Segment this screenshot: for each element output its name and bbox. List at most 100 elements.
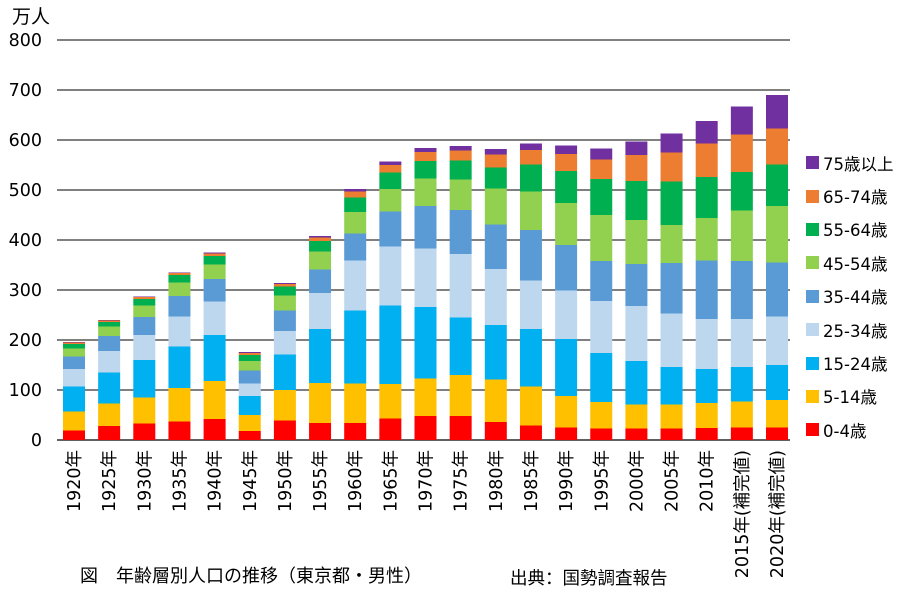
bar-segment bbox=[625, 306, 648, 361]
bar-segment bbox=[414, 161, 437, 179]
y-tick-label: 700 bbox=[9, 81, 42, 101]
bar-segment bbox=[625, 361, 648, 405]
bar-segment bbox=[168, 272, 191, 273]
bar-segment bbox=[449, 160, 472, 180]
bar-segment bbox=[695, 428, 718, 440]
legend-label: 35-44歳 bbox=[823, 288, 888, 308]
bar-segment bbox=[344, 383, 367, 423]
bar-segment bbox=[133, 423, 156, 440]
bar-segment bbox=[203, 256, 226, 265]
bar-segment bbox=[238, 415, 261, 431]
bar-segment bbox=[766, 400, 788, 428]
bar-segment bbox=[730, 319, 753, 367]
bar-segment bbox=[98, 320, 121, 321]
bar-segment bbox=[309, 237, 332, 241]
bar-segment bbox=[168, 282, 191, 296]
bar-segment bbox=[590, 402, 613, 429]
bar-segment bbox=[414, 416, 437, 440]
source-note: 出典：国勢調査報告 bbox=[510, 569, 668, 589]
bar-segment bbox=[730, 427, 753, 440]
bar-segment bbox=[344, 191, 367, 198]
bar-segment bbox=[414, 206, 437, 249]
bar-segment bbox=[730, 401, 753, 428]
bar-segment bbox=[63, 342, 85, 344]
bar-segment bbox=[344, 197, 367, 212]
bar-segment bbox=[273, 284, 296, 287]
legend-label: 65-74歳 bbox=[823, 188, 888, 208]
bar-segment bbox=[555, 290, 578, 339]
y-tick-label: 800 bbox=[9, 31, 42, 51]
bar-segment bbox=[273, 283, 296, 284]
bar-segment bbox=[344, 212, 367, 234]
bar-segment bbox=[414, 378, 437, 416]
bar-segment bbox=[660, 404, 683, 429]
x-tick-label: 1965年 bbox=[381, 450, 401, 512]
bar-segment bbox=[379, 165, 402, 173]
x-tick-label: 2005年 bbox=[663, 450, 683, 512]
legend-item: 5-14歳 bbox=[806, 380, 906, 413]
bar-segment bbox=[414, 178, 437, 206]
bar-segment bbox=[98, 403, 121, 426]
y-tick-label: 300 bbox=[9, 281, 42, 301]
bar-segment bbox=[660, 313, 683, 367]
bar-segment bbox=[133, 397, 156, 424]
bar-segment bbox=[379, 384, 402, 419]
bar-segment bbox=[730, 210, 753, 261]
bar-segment bbox=[168, 273, 191, 275]
bar-segment bbox=[379, 246, 402, 306]
legend-item: 35-44歳 bbox=[806, 280, 906, 313]
bar-segment bbox=[203, 381, 226, 419]
bar-segment bbox=[730, 367, 753, 402]
bar-segment bbox=[519, 143, 542, 150]
bar-segment bbox=[344, 189, 367, 192]
y-tick-label: 600 bbox=[9, 131, 42, 151]
y-tick-label: 500 bbox=[9, 181, 42, 201]
bar-segment bbox=[309, 383, 332, 423]
bar-segment bbox=[730, 134, 753, 172]
legend-item: 45-54歳 bbox=[806, 246, 906, 279]
bar-segment bbox=[63, 369, 85, 387]
bar-segment bbox=[203, 419, 226, 440]
bar-segment bbox=[379, 172, 402, 189]
legend-swatch bbox=[806, 289, 819, 303]
legend-label: 25-34歳 bbox=[823, 321, 888, 341]
bar-segment bbox=[238, 370, 261, 384]
bar-segment bbox=[590, 353, 613, 402]
bar-segment bbox=[168, 421, 191, 440]
bar-segment bbox=[273, 354, 296, 390]
bar-segment bbox=[309, 423, 332, 440]
bar-segment bbox=[519, 425, 542, 440]
bar-segment bbox=[273, 286, 296, 296]
bar-segment bbox=[449, 254, 472, 318]
bar-segment bbox=[133, 317, 156, 335]
bar-segment bbox=[695, 143, 718, 177]
bar-segment bbox=[555, 427, 578, 440]
legend-item: 65-74歳 bbox=[806, 179, 906, 212]
x-tick-label: 2020年(補完値) bbox=[768, 450, 788, 578]
x-tick-label: 1950年 bbox=[276, 450, 296, 512]
y-tick-label: 200 bbox=[9, 331, 42, 351]
bar-segment bbox=[379, 418, 402, 440]
bar-segment bbox=[273, 390, 296, 421]
bar-segment bbox=[625, 155, 648, 181]
bar-segment bbox=[660, 133, 683, 153]
bar-segment bbox=[766, 95, 788, 129]
y-tick-label: 0 bbox=[31, 431, 42, 451]
bar-segment bbox=[98, 351, 121, 373]
bar-segment bbox=[484, 154, 507, 168]
bar-segment bbox=[484, 269, 507, 325]
bar-segment bbox=[484, 188, 507, 225]
bar-segment bbox=[484, 325, 507, 380]
bar-segment bbox=[555, 203, 578, 245]
x-tick-label: 2010年 bbox=[698, 450, 718, 512]
bar-segment bbox=[449, 146, 472, 151]
bar-segment bbox=[98, 336, 121, 351]
bar-segment bbox=[203, 252, 226, 254]
bar-segment bbox=[63, 342, 85, 343]
bar-segment bbox=[625, 220, 648, 264]
legend-swatch bbox=[806, 156, 819, 170]
bar-segment bbox=[168, 296, 191, 317]
bar-segment bbox=[519, 386, 542, 426]
bar-segment bbox=[238, 431, 261, 440]
